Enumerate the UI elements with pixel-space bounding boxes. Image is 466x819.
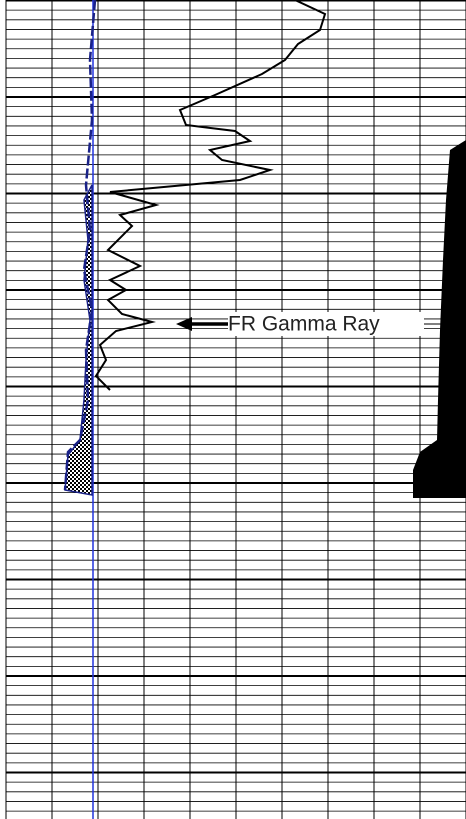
grid [5,0,466,819]
annotation: FR Gamma Ray [228,313,380,336]
right-fill [413,140,466,498]
label-bg [228,312,424,336]
blue-curve [63,0,97,491]
arrow-head [176,317,192,331]
gamma-ray-curve [94,0,327,391]
